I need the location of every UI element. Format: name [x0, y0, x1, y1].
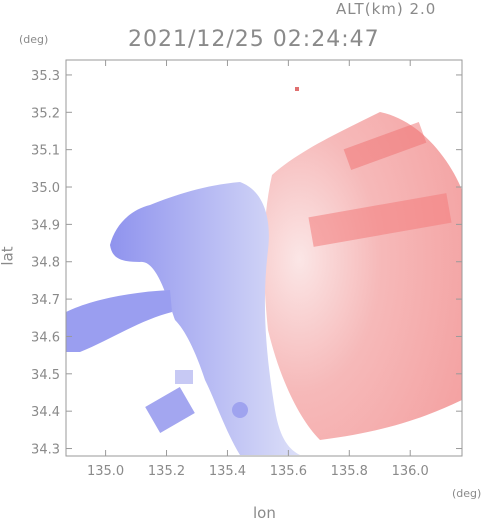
y-unit-label: (deg) [19, 33, 49, 46]
y-tick-label: 34.9 [31, 218, 60, 233]
x-tick-label: 136.0 [392, 464, 429, 479]
western-echo-band [66, 290, 172, 352]
y-tick-label: 35.1 [31, 144, 60, 159]
y-tick-label: 35.2 [31, 106, 60, 121]
southern-echo-cell [232, 402, 248, 418]
radar-echo-layer [66, 87, 462, 455]
strong-receding-streak [308, 193, 452, 247]
southern-echo-cell [175, 370, 193, 384]
x-tick-label: 135.4 [209, 464, 246, 479]
timestamp: 2021/12/25 02:24:47 [128, 27, 380, 52]
x-tick-label: 135.6 [270, 464, 307, 479]
x-tick-label: 135.2 [148, 464, 185, 479]
southern-echo-cell [145, 387, 195, 433]
y-tick-label: 34.8 [31, 256, 60, 271]
x-tick-label: 135.8 [331, 464, 368, 479]
receding-echo-region [263, 112, 462, 440]
y-tick-label: 34.3 [31, 443, 60, 458]
approaching-echo-region [110, 182, 300, 455]
altitude-label: ALT(km) 2.0 [336, 0, 437, 18]
y-tick-label: 34.7 [31, 293, 60, 308]
x-tick-label: 135.0 [87, 464, 124, 479]
y-tick-label: 34.6 [31, 330, 60, 345]
y-tick-label: 34.4 [31, 405, 60, 420]
strong-receding-streak [343, 121, 427, 171]
x-tick-group: 135.0 135.2 135.4 135.6 135.8 136.0 [87, 60, 429, 479]
y-tick-label: 35.0 [31, 181, 60, 196]
y-tick-label: 34.5 [31, 368, 60, 383]
y-tick-label: 35.3 [31, 69, 60, 84]
y-tick-group: 35.3 35.2 35.1 35.0 34.9 34.8 34.7 34.6 34.5 34.4… [31, 69, 462, 458]
isolated-echo-cell [295, 87, 299, 91]
x-unit-label: (deg) [452, 487, 482, 500]
plot-frame [65, 59, 463, 457]
x-axis-label: lon [253, 504, 276, 522]
